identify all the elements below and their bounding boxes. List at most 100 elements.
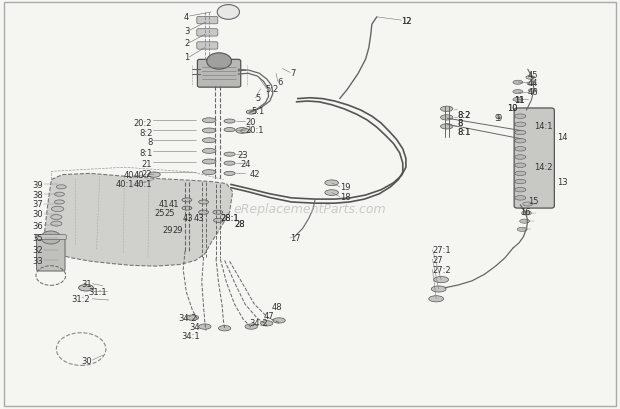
Text: 30: 30 [82, 356, 92, 365]
Ellipse shape [245, 324, 257, 329]
Text: eReplacementParts.com: eReplacementParts.com [234, 203, 386, 216]
Ellipse shape [202, 139, 216, 144]
Text: 27:2: 27:2 [433, 265, 451, 274]
Text: 41: 41 [159, 199, 169, 208]
Ellipse shape [515, 147, 526, 152]
Ellipse shape [51, 207, 64, 212]
Text: 8:1: 8:1 [139, 148, 153, 157]
FancyBboxPatch shape [35, 235, 66, 240]
Text: 10: 10 [507, 104, 517, 113]
Ellipse shape [528, 89, 537, 93]
Ellipse shape [202, 119, 216, 124]
Text: 3: 3 [184, 27, 189, 36]
Text: 5:1: 5:1 [251, 106, 265, 115]
Text: 31: 31 [82, 279, 92, 288]
Ellipse shape [434, 277, 448, 283]
Text: 5:2: 5:2 [265, 85, 279, 94]
Ellipse shape [515, 196, 526, 201]
Text: 8:2: 8:2 [139, 128, 153, 137]
Ellipse shape [521, 211, 531, 216]
Text: 41: 41 [169, 199, 179, 208]
Text: 9: 9 [494, 114, 500, 123]
Text: 11: 11 [514, 96, 525, 105]
Text: 23: 23 [237, 150, 247, 159]
FancyBboxPatch shape [197, 29, 218, 37]
Text: 8:2: 8:2 [457, 110, 471, 119]
Text: 40: 40 [123, 171, 134, 180]
Ellipse shape [224, 172, 235, 176]
Ellipse shape [224, 153, 235, 157]
FancyBboxPatch shape [37, 238, 65, 271]
Ellipse shape [515, 155, 526, 160]
Ellipse shape [213, 211, 223, 215]
Text: 36: 36 [32, 221, 43, 230]
Ellipse shape [515, 139, 526, 144]
Text: 40:1: 40:1 [134, 180, 152, 189]
Ellipse shape [198, 211, 208, 215]
Text: 1: 1 [184, 53, 189, 62]
Text: 20:1: 20:1 [245, 126, 264, 135]
Ellipse shape [513, 81, 523, 85]
Ellipse shape [213, 219, 223, 223]
Text: 44: 44 [528, 79, 538, 88]
Ellipse shape [202, 160, 216, 164]
Text: 43: 43 [193, 214, 205, 223]
Text: 4: 4 [184, 13, 189, 22]
Text: 31:2: 31:2 [72, 294, 91, 303]
Ellipse shape [224, 162, 235, 166]
Text: 20: 20 [245, 117, 255, 126]
Ellipse shape [515, 123, 526, 127]
Ellipse shape [186, 315, 198, 321]
Ellipse shape [515, 164, 526, 168]
Ellipse shape [441, 107, 453, 112]
Text: 9: 9 [497, 114, 502, 123]
Ellipse shape [79, 285, 94, 291]
Text: 38: 38 [32, 190, 43, 199]
FancyBboxPatch shape [514, 109, 554, 209]
Text: 29: 29 [172, 225, 183, 234]
Ellipse shape [218, 326, 231, 331]
Ellipse shape [182, 198, 192, 202]
Ellipse shape [148, 173, 161, 178]
Text: 24: 24 [241, 159, 251, 168]
Text: 48: 48 [272, 303, 282, 312]
Text: 25: 25 [154, 209, 165, 218]
Text: 34:1: 34:1 [181, 331, 200, 340]
Text: 28:1: 28:1 [220, 214, 239, 223]
Ellipse shape [432, 286, 446, 292]
Circle shape [206, 54, 231, 70]
Ellipse shape [182, 207, 192, 211]
Ellipse shape [429, 296, 444, 302]
Ellipse shape [260, 321, 273, 326]
Text: 8: 8 [457, 119, 463, 128]
Ellipse shape [241, 130, 250, 134]
Text: 22: 22 [142, 170, 153, 179]
Text: 40: 40 [134, 171, 144, 180]
Ellipse shape [325, 190, 339, 196]
Text: 32: 32 [32, 246, 43, 255]
Ellipse shape [198, 200, 208, 204]
Ellipse shape [513, 90, 523, 94]
Text: 43: 43 [183, 214, 193, 223]
Text: 16: 16 [520, 207, 531, 216]
FancyBboxPatch shape [197, 18, 218, 25]
Text: 21: 21 [142, 159, 153, 168]
Text: 13: 13 [557, 178, 568, 187]
Text: 25: 25 [165, 209, 175, 218]
Text: 12: 12 [402, 17, 412, 25]
Text: 29: 29 [162, 225, 172, 234]
Text: 19: 19 [340, 183, 350, 192]
Text: 8:1: 8:1 [457, 128, 471, 137]
Ellipse shape [202, 149, 216, 154]
Ellipse shape [198, 324, 211, 329]
Ellipse shape [51, 222, 62, 227]
Text: 34:2: 34:2 [249, 318, 268, 327]
Ellipse shape [51, 215, 62, 220]
Polygon shape [44, 174, 232, 266]
Text: 27:1: 27:1 [433, 246, 451, 255]
Text: 5: 5 [255, 94, 261, 103]
Ellipse shape [526, 76, 534, 80]
Text: 12: 12 [402, 17, 412, 25]
Text: 7: 7 [290, 69, 296, 78]
Text: 46: 46 [528, 88, 538, 97]
